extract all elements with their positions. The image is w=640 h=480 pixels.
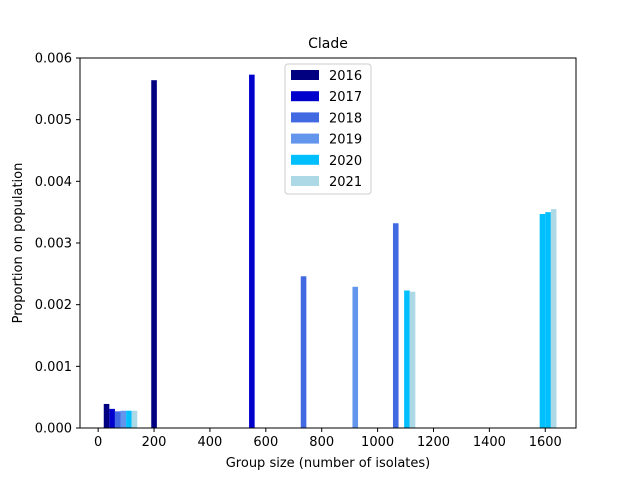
bar-2017-1 [249,74,255,429]
bar-2020-3 [545,212,551,428]
bar-2021-2 [550,209,557,428]
chart-title: Clade [308,36,348,52]
x-tick-label: 800 [309,435,334,450]
bars-layer [103,74,557,429]
bar-2019-0 [120,410,127,428]
x-tick-label: 1600 [529,435,562,450]
bar-2021-1 [409,291,416,428]
legend-label-2016: 2016 [329,69,362,84]
y-tick-label: 0.006 [35,52,72,67]
legend-label-2017: 2017 [329,90,362,105]
bar-2019-1 [352,286,359,428]
bar-2020-0 [126,410,132,428]
x-tick-label: 1200 [417,435,450,450]
bar-2018-0 [114,411,121,428]
legend-label-2020: 2020 [329,154,362,169]
legend-swatch-2021 [291,176,319,186]
y-tick-label: 0.002 [35,298,72,313]
y-tick-label: 0.004 [35,175,72,190]
legend-swatch-2019 [291,133,319,144]
x-axis-label: Group size (number of isolates) [226,456,431,471]
bar-2016-1 [151,80,157,428]
legend-label-2018: 2018 [329,111,362,126]
x-tick-label: 1400 [473,435,506,450]
x-axis: 0 200 400 600 800 1000 1200 1400 1600 [94,428,562,450]
bar-2017-0 [109,408,115,428]
legend-swatch-2020 [291,154,319,165]
bar-2020-2 [539,214,546,428]
x-tick-label: 0 [94,435,102,450]
y-tick-label: 0.003 [35,237,72,252]
bar-2018-2 [392,223,399,428]
x-tick-label: 600 [253,435,278,450]
bar-2020-1 [404,290,410,428]
bar-2016-0 [103,403,110,428]
y-tick-label: 0.001 [35,360,72,375]
legend-label-2021: 2021 [329,175,362,190]
legend-swatch-2017 [291,91,319,102]
legend: 2016 2017 2018 2019 2020 2021 [284,63,372,195]
legend-label-2019: 2019 [329,133,362,148]
bar-2021-0 [131,410,138,428]
y-axis: 0.000 0.001 0.002 0.003 0.004 0.005 0.006 [35,52,80,437]
y-tick-label: 0.000 [35,422,72,437]
legend-swatch-2018 [291,112,319,123]
y-axis-label: Proportion on population [11,163,26,324]
x-tick-label: 1000 [361,435,394,450]
y-tick-label: 0.005 [35,113,72,128]
legend-swatch-2016 [291,70,319,80]
x-tick-label: 200 [142,435,167,450]
x-tick-label: 400 [198,435,223,450]
bar-2018-1 [300,276,307,428]
